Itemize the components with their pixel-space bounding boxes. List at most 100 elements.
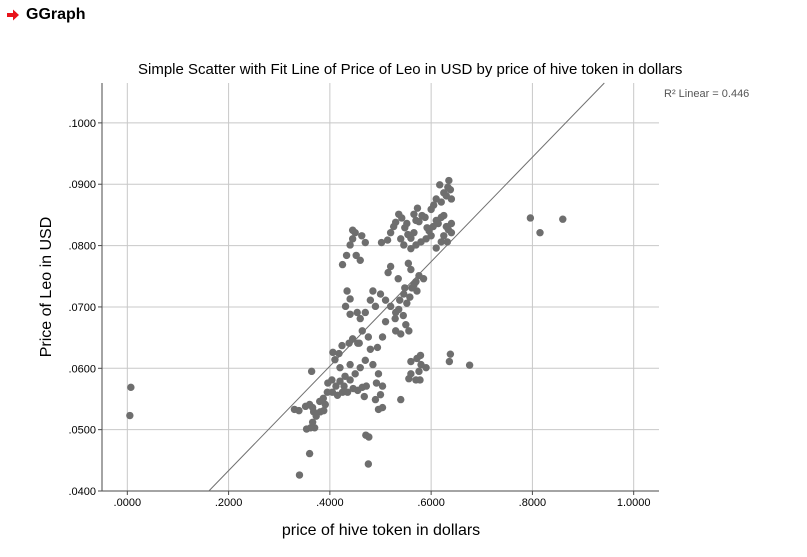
- data-point: [341, 302, 350, 311]
- data-point: [443, 238, 452, 246]
- data-point: [391, 314, 399, 323]
- y-tick-label: .1000: [68, 118, 96, 130]
- data-point: [399, 311, 407, 320]
- data-point: [413, 287, 421, 295]
- data-point: [340, 382, 348, 390]
- data-point: [336, 377, 344, 385]
- data-point: [308, 418, 317, 426]
- data-point: [371, 302, 380, 311]
- data-point: [371, 395, 380, 404]
- data-point: [446, 186, 455, 194]
- x-tick-label: .4000: [316, 497, 344, 509]
- data-point: [422, 363, 430, 372]
- data-point: [364, 460, 373, 468]
- data-point: [338, 341, 346, 350]
- data-point: [437, 238, 445, 246]
- data-point: [376, 390, 385, 399]
- data-point: [336, 363, 344, 372]
- data-point: [323, 388, 332, 396]
- data-point: [127, 383, 135, 392]
- x-tick-label: .2000: [215, 497, 243, 509]
- data-point: [358, 327, 366, 335]
- data-point: [536, 229, 544, 237]
- data-point: [378, 333, 387, 341]
- data-point: [406, 293, 414, 301]
- y-tick-label: .0500: [68, 425, 96, 437]
- data-point: [348, 335, 357, 343]
- data-point: [397, 395, 405, 404]
- data-point: [374, 370, 383, 378]
- data-point: [346, 295, 354, 303]
- data-point: [362, 431, 370, 439]
- data-point: [407, 357, 415, 366]
- data-point: [316, 397, 324, 406]
- data-point: [372, 379, 381, 387]
- data-point: [360, 392, 368, 401]
- data-point: [338, 388, 347, 396]
- y-tick-label: .0400: [68, 486, 96, 498]
- data-point: [377, 238, 386, 247]
- data-point: [432, 244, 440, 252]
- data-point: [366, 296, 375, 304]
- data-point: [526, 214, 535, 222]
- data-point: [465, 361, 474, 369]
- data-point: [369, 360, 377, 369]
- data-point: [341, 372, 349, 380]
- data-point: [353, 308, 361, 317]
- data-point: [381, 296, 390, 304]
- data-point: [407, 265, 415, 274]
- data-point: [366, 345, 375, 353]
- x-tick-label: .8000: [519, 497, 547, 509]
- data-point: [361, 238, 370, 247]
- data-point: [416, 351, 425, 360]
- data-point: [442, 192, 451, 200]
- data-point: [410, 229, 418, 237]
- data-point: [407, 370, 415, 378]
- data-point: [386, 262, 395, 271]
- x-tick-label: .6000: [417, 497, 445, 509]
- data-point: [394, 275, 402, 283]
- data-point: [559, 215, 567, 223]
- data-point: [396, 296, 404, 304]
- data-point: [374, 405, 383, 414]
- data-point: [305, 449, 314, 458]
- data-point: [329, 348, 337, 357]
- data-point: [376, 290, 385, 298]
- data-point: [397, 330, 405, 338]
- data-point: [351, 370, 359, 378]
- data-point: [386, 302, 395, 311]
- data-point: [419, 275, 428, 283]
- data-point: [397, 235, 405, 243]
- data-point: [434, 219, 442, 228]
- data-point: [295, 471, 304, 479]
- data-point: [295, 406, 303, 415]
- header-title: GGraph: [26, 6, 86, 23]
- x-tick-label: 1.0000: [617, 497, 651, 509]
- data-point: [332, 382, 340, 390]
- data-point: [361, 356, 370, 365]
- data-point: [362, 382, 371, 390]
- data-point: [401, 284, 409, 292]
- red-arrow-icon: [6, 8, 20, 22]
- data-point: [445, 357, 454, 366]
- data-point: [410, 281, 418, 289]
- data-point: [416, 376, 424, 384]
- data-point: [126, 411, 134, 420]
- data-point: [335, 349, 343, 358]
- output-header: GGraph: [6, 6, 86, 24]
- data-point: [361, 308, 370, 317]
- data-point: [346, 360, 354, 369]
- data-point: [427, 205, 435, 214]
- data-point: [378, 382, 387, 390]
- data-point: [403, 299, 411, 307]
- data-point: [343, 287, 351, 295]
- data-point: [348, 226, 357, 234]
- data-point: [309, 408, 318, 416]
- data-point: [356, 256, 364, 265]
- chart-title: Simple Scatter with Fit Line of Price of…: [138, 61, 683, 78]
- data-point: [413, 204, 422, 212]
- data-point: [346, 310, 354, 319]
- data-point: [437, 198, 445, 206]
